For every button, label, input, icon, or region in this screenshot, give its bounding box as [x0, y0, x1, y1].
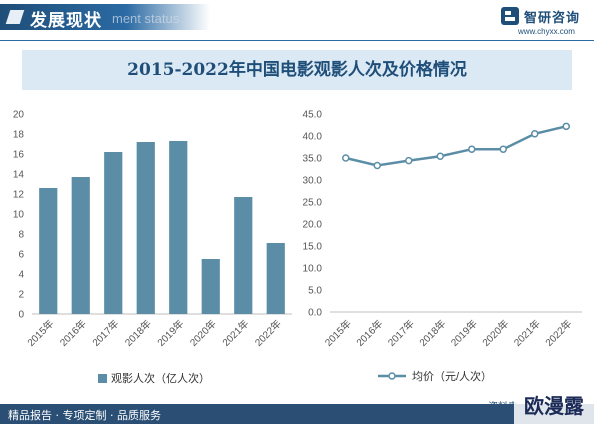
- data-point: [531, 130, 539, 138]
- x-tick-label: 2020年: [187, 317, 219, 349]
- y-tick-label: 35.0: [303, 154, 323, 165]
- x-tick-label: 2020年: [479, 317, 511, 349]
- y-tick-label: 45.0: [303, 110, 323, 121]
- x-tick-label: 2021年: [511, 317, 543, 349]
- data-point: [342, 154, 350, 162]
- header-divider: [0, 40, 594, 41]
- y-tick-label: 30.0: [303, 176, 323, 187]
- x-tick-label: 2017年: [89, 317, 121, 349]
- y-tick-label: 15.0: [303, 242, 323, 253]
- brand: 智研咨询 www.chyxx.com: [500, 6, 580, 40]
- y-tick-label: 18: [13, 130, 25, 141]
- y-tick-label: 16: [13, 150, 25, 161]
- x-tick-label: 2018年: [122, 317, 154, 349]
- y-tick-label: 6: [18, 250, 24, 261]
- x-tick-label: 2019年: [448, 317, 480, 349]
- x-tick-label: 2017年: [385, 317, 417, 349]
- y-tick-label: 20: [13, 110, 25, 121]
- x-tick-label: 2016年: [353, 317, 385, 349]
- section-title: 发展现状: [30, 11, 102, 31]
- corner-watermark: 欧漫露: [514, 388, 594, 424]
- x-tick-label: 2022年: [252, 317, 284, 349]
- legend-marker: [388, 372, 396, 380]
- legend-swatch: [98, 374, 107, 383]
- brand-url[interactable]: www.chyxx.com: [518, 27, 575, 36]
- data-point: [436, 152, 444, 160]
- series-line: [345, 125, 567, 167]
- header: 发展现状 ment status 智研咨询 www.chyxx.com: [0, 0, 594, 44]
- x-tick-label: 2016年: [57, 317, 89, 349]
- line-chart: 0.0 5.0 10.0 15.0 20.0 25.0 30.0 35.0 40.0 45.0 20…: [303, 110, 582, 383]
- y-tick-label: 2: [18, 290, 24, 301]
- chart-title-banner: 2015-2022年中国电影观影人次及价格情况: [22, 50, 572, 90]
- footer: 精品报告 · 专项定制 · 品质服务: [0, 404, 594, 424]
- y-tick-label: 0.0: [308, 308, 322, 319]
- bar-chart: 0 2 4 6 8 10 12 14 16 18 20 2015年 2016年 2017年 2018年 201…: [13, 110, 292, 385]
- x-tick-label: 2022年: [542, 317, 574, 349]
- brand-name: 智研咨询: [524, 11, 581, 26]
- data-point: [499, 145, 507, 153]
- y-tick-label: 4: [18, 270, 24, 281]
- legend-label: 均价（元/人次）: [412, 369, 492, 383]
- y-tick-label: 25.0: [303, 198, 323, 209]
- bar: [71, 177, 90, 314]
- chart-title: 2015-2022年中国电影观影人次及价格情况: [127, 60, 467, 80]
- bar: [169, 141, 188, 314]
- y-tick-label: 8: [18, 230, 24, 241]
- x-tick-label: 2015年: [322, 317, 354, 349]
- bar: [266, 243, 285, 314]
- section-subtitle: ment status: [112, 11, 180, 26]
- x-tick-label: 2019年: [154, 317, 186, 349]
- bar: [39, 188, 58, 314]
- bar: [234, 197, 253, 314]
- legend-label: 观影人次（亿人次）: [111, 371, 210, 385]
- y-tick-label: 10: [13, 210, 25, 221]
- header-band: [0, 4, 210, 30]
- data-point: [468, 145, 476, 153]
- brand-logo-icon: [501, 7, 519, 25]
- bar: [201, 259, 220, 314]
- footer-text: 精品报告 · 专项定制 · 品质服务: [8, 409, 161, 422]
- x-tick-label: 2021年: [219, 317, 251, 349]
- data-point: [405, 156, 413, 165]
- y-tick-label: 5.0: [308, 286, 322, 297]
- data-point: [373, 161, 381, 170]
- x-tick-label: 2018年: [416, 317, 448, 349]
- bar: [104, 152, 123, 314]
- y-tick-label: 14: [13, 170, 25, 181]
- data-point: [562, 122, 570, 131]
- bar: [136, 142, 155, 314]
- y-tick-label: 12: [13, 190, 25, 201]
- y-tick-label: 40.0: [303, 132, 323, 143]
- y-tick-label: 10.0: [303, 264, 323, 275]
- x-tick-label: 2015年: [24, 317, 56, 349]
- y-tick-label: 20.0: [303, 220, 323, 231]
- y-tick-label: 0: [18, 310, 24, 321]
